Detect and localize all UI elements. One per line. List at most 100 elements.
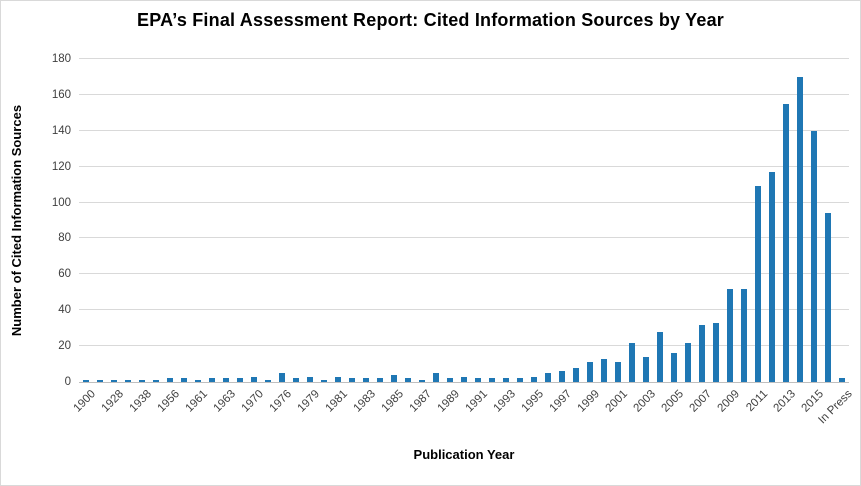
bar: [377, 378, 383, 382]
x-tick-label: 1999: [575, 388, 603, 415]
bar: [293, 378, 299, 382]
x-tick-label: 1985: [379, 388, 407, 415]
gridline: [79, 58, 849, 59]
x-tick-label: 2011: [744, 388, 771, 414]
x-tick-label: 1970: [239, 388, 267, 415]
bar: [559, 371, 565, 382]
x-tick-label: 2009: [715, 388, 743, 415]
bar: [489, 378, 495, 382]
bar: [811, 130, 817, 382]
x-tick-label: 2013: [771, 388, 799, 415]
bar: [573, 367, 579, 382]
bar: [433, 373, 439, 382]
bar: [503, 378, 509, 382]
bar: [223, 378, 229, 382]
bar: [391, 374, 397, 382]
chart-title: EPA’s Final Assessment Report: Cited Inf…: [137, 10, 724, 30]
bar: [125, 380, 131, 382]
y-tick-label: 140: [51, 124, 71, 137]
gridline: [79, 165, 849, 167]
y-tick-label: 20: [58, 340, 71, 353]
bar: [783, 103, 789, 382]
x-tick-label: 1995: [519, 388, 547, 415]
bar: [195, 380, 201, 382]
bar: [447, 378, 453, 382]
bar: [517, 378, 523, 382]
bar: [181, 378, 187, 382]
y-tick-label: 0: [64, 376, 71, 388]
bar: [587, 362, 593, 382]
bar: [741, 288, 747, 382]
bar: [629, 342, 635, 382]
y-tick-label: 80: [58, 232, 71, 245]
x-tick-label: 1956: [155, 388, 183, 415]
bar: [307, 376, 313, 382]
bar: [657, 331, 663, 382]
bar: [139, 380, 145, 382]
x-tick-label: 2007: [687, 388, 715, 415]
bar: [713, 322, 719, 382]
x-tick-label: 1928: [99, 388, 127, 415]
bar: [111, 380, 117, 382]
y-tick-label: 160: [51, 88, 71, 101]
bar: [727, 288, 733, 382]
bar: [97, 380, 103, 382]
bar: [321, 380, 327, 382]
x-tick-label: 1963: [211, 388, 239, 415]
bar: [699, 324, 705, 382]
y-axis-title: Number of Cited Information Sources: [9, 104, 24, 337]
bar: [83, 380, 89, 382]
x-tick-label: 1961: [183, 388, 211, 415]
bar: [461, 376, 467, 382]
x-axis-title: Publication Year: [413, 447, 515, 462]
x-tick-label: 1991: [463, 388, 491, 415]
bar: [209, 378, 215, 382]
bar: [349, 378, 355, 382]
x-tick-label: 1997: [547, 388, 575, 415]
bar: [153, 380, 159, 382]
x-tick-label: 1983: [351, 388, 379, 415]
gridline: [79, 345, 849, 347]
gridline: [79, 93, 849, 95]
x-tick-label: 1976: [267, 388, 295, 415]
x-tick-label: 1981: [323, 388, 351, 415]
bar: [685, 342, 691, 382]
y-tick-label: 180: [51, 53, 71, 65]
bar: [839, 378, 845, 382]
bar: [475, 378, 481, 382]
bar: [405, 378, 411, 382]
bar: [755, 186, 761, 382]
bar: [363, 378, 369, 382]
y-tick-label: 100: [51, 196, 71, 209]
plot-area: 0 20 40 60 80 100 120 140 160 180 1900 1928 1938 1956…: [52, 53, 855, 426]
gridline: [79, 201, 849, 203]
x-tick-label: 1987: [407, 388, 435, 415]
x-tick-label: 1989: [435, 388, 463, 415]
bar: [251, 376, 257, 382]
x-tick-label: 1979: [295, 388, 323, 415]
y-tick-label: 120: [51, 160, 71, 173]
bar: [601, 358, 607, 382]
bar: [797, 76, 803, 382]
bar: [545, 373, 551, 382]
bar: [335, 376, 341, 382]
x-tick-label: 2001: [603, 388, 631, 415]
bar: [769, 172, 775, 382]
bar: [237, 378, 243, 382]
x-tick-label: 1900: [71, 388, 99, 415]
bar: [279, 373, 285, 382]
bar: [167, 378, 173, 382]
x-tick-label: 1993: [491, 388, 519, 415]
y-tick-label: 40: [58, 304, 71, 317]
x-tick-label: 2003: [631, 388, 659, 415]
bar: [265, 380, 271, 382]
x-tick-label: 1938: [127, 388, 155, 415]
x-tick-label: 2005: [659, 388, 687, 415]
bar: [643, 356, 649, 382]
bar: [825, 213, 831, 382]
gridline: [79, 237, 849, 239]
gridline: [79, 309, 849, 311]
bar: [531, 376, 537, 382]
bar: [671, 353, 677, 382]
